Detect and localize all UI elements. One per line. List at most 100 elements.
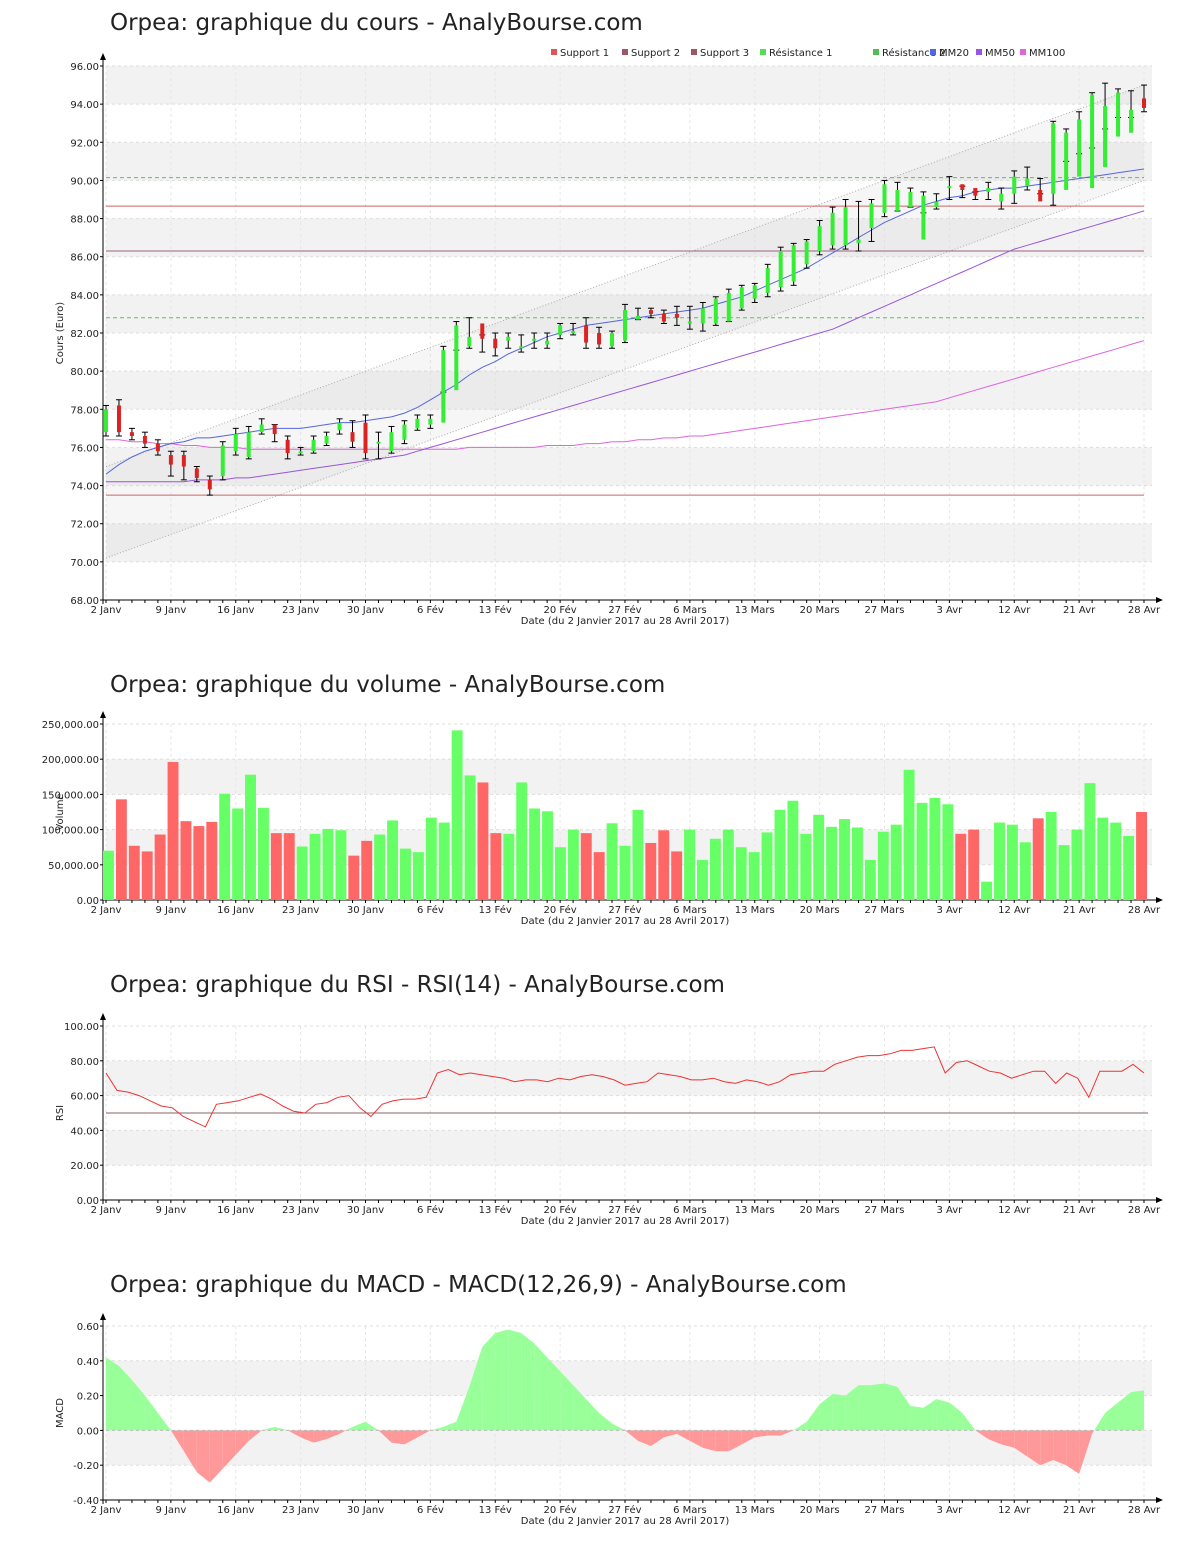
y-tick-label: 74.00: [70, 482, 99, 493]
volume-bar: [890, 824, 902, 900]
macd-area: [728, 1430, 742, 1452]
y-tick-label: 100,000.00: [42, 826, 99, 837]
candle-body: [350, 432, 355, 442]
candle-body: [1025, 178, 1030, 187]
candle-body: [233, 434, 238, 452]
y-axis-arrow: [100, 1013, 106, 1020]
x-tick-label: 20 Fév: [544, 604, 577, 616]
candle-body: [519, 346, 524, 349]
candle-body: [558, 325, 563, 335]
candle-body: [389, 432, 394, 452]
legend-swatch: [551, 49, 557, 55]
volume-bar: [955, 833, 967, 900]
x-tick-label: 13 Fév: [479, 904, 512, 916]
volume-bar: [981, 881, 993, 900]
volume-bar: [206, 821, 218, 900]
volume-bar: [593, 852, 605, 900]
candle-body: [584, 325, 589, 343]
x-axis-arrow: [1156, 1197, 1163, 1203]
y-axis-arrow: [100, 711, 106, 718]
macd-area: [910, 1406, 924, 1431]
macd-area: [456, 1386, 470, 1431]
x-tick-label: 27 Mars: [865, 1505, 905, 1516]
volume-bar: [257, 807, 269, 900]
volume-bar: [864, 859, 876, 900]
macd-area: [754, 1430, 768, 1438]
macd-area: [235, 1430, 249, 1455]
grid-band: [106, 218, 1152, 257]
volume-bar: [193, 826, 205, 900]
legend-entry: MM100: [1029, 48, 1065, 59]
macd-area: [157, 1413, 171, 1431]
grid-band: [106, 371, 1152, 410]
macd-area: [404, 1430, 418, 1445]
candle-body: [830, 212, 835, 246]
x-tick-label: 30 Janv: [347, 605, 384, 616]
x-tick-label: 2 Janv: [91, 605, 122, 616]
volume-bar: [103, 850, 114, 900]
macd-area: [612, 1423, 625, 1431]
candle-body: [921, 195, 926, 240]
y-axis-label: Volume: [55, 793, 66, 830]
candle-body: [428, 418, 433, 425]
candle-body: [467, 336, 472, 347]
candle-body: [415, 418, 420, 429]
volume-bar: [128, 845, 140, 900]
volume-bar: [1006, 824, 1018, 900]
macd-area: [1105, 1402, 1119, 1431]
macd-area: [832, 1393, 846, 1431]
macd-area: [417, 1430, 431, 1438]
y-tick-label: 0.40: [77, 1357, 99, 1368]
y-tick-label: 78.00: [70, 405, 99, 416]
macd-area: [1014, 1430, 1028, 1457]
legend-swatch: [930, 49, 936, 55]
x-tick-label: 6 Fév: [417, 604, 444, 616]
grid-band: [106, 447, 1152, 486]
y-tick-label: 88.00: [70, 215, 99, 226]
volume-bar: [374, 834, 386, 900]
candle-body: [324, 435, 329, 444]
candle-body: [168, 455, 173, 465]
x-tick-label: 16 Janv: [217, 605, 254, 616]
x-tick-label: 16 Janv: [217, 1205, 254, 1216]
y-tick-label: 86.00: [70, 253, 99, 264]
candle-body: [104, 409, 108, 433]
candle-body: [817, 226, 822, 251]
x-tick-label: 20 Mars: [800, 1505, 840, 1516]
x-tick-label: 6 Fév: [417, 1204, 444, 1216]
candle-body: [454, 325, 459, 391]
volume-bar: [438, 822, 450, 900]
rsi-line: [105, 1046, 1145, 1128]
volume-bar: [322, 828, 334, 900]
legend-swatch: [760, 49, 766, 55]
price-panel: Orpea: graphique du cours - AnalyBourse.…: [0, 0, 1200, 640]
volume-bar: [115, 799, 127, 900]
macd-area: [274, 1426, 288, 1431]
volume-bar: [451, 730, 463, 900]
macd-area: [131, 1379, 145, 1431]
y-tick-label: 68.00: [70, 596, 99, 607]
x-tick-label: 9 Janv: [155, 905, 186, 916]
volume-bar: [283, 833, 295, 900]
x-tick-label: 6 Mars: [673, 605, 707, 616]
y-axis-arrow: [100, 1313, 106, 1320]
macd-area: [884, 1383, 898, 1431]
volume-bar: [787, 800, 799, 900]
x-axis-arrow: [1156, 897, 1163, 903]
volume-bar: [709, 838, 721, 900]
candle-body: [493, 338, 498, 349]
grid-band: [106, 759, 1152, 795]
macd-area: [819, 1393, 833, 1431]
x-tick-label: 13 Fév: [479, 1504, 512, 1516]
rsi-panel: Orpea: graphique du RSI - RSI(14) - Anal…: [0, 940, 1200, 1240]
volume-chart-title: Orpea: graphique du volume - AnalyBourse…: [110, 672, 666, 698]
x-tick-label: 13 Mars: [735, 605, 775, 616]
volume-bar: [684, 829, 696, 900]
volume-bar: [1097, 817, 1109, 900]
candle-body: [207, 479, 212, 490]
legend-entry: MM50: [985, 48, 1015, 59]
volume-bar: [658, 830, 670, 900]
legend-swatch: [1020, 49, 1026, 55]
macd-area: [118, 1366, 132, 1431]
y-tick-label: 92.00: [70, 138, 99, 149]
